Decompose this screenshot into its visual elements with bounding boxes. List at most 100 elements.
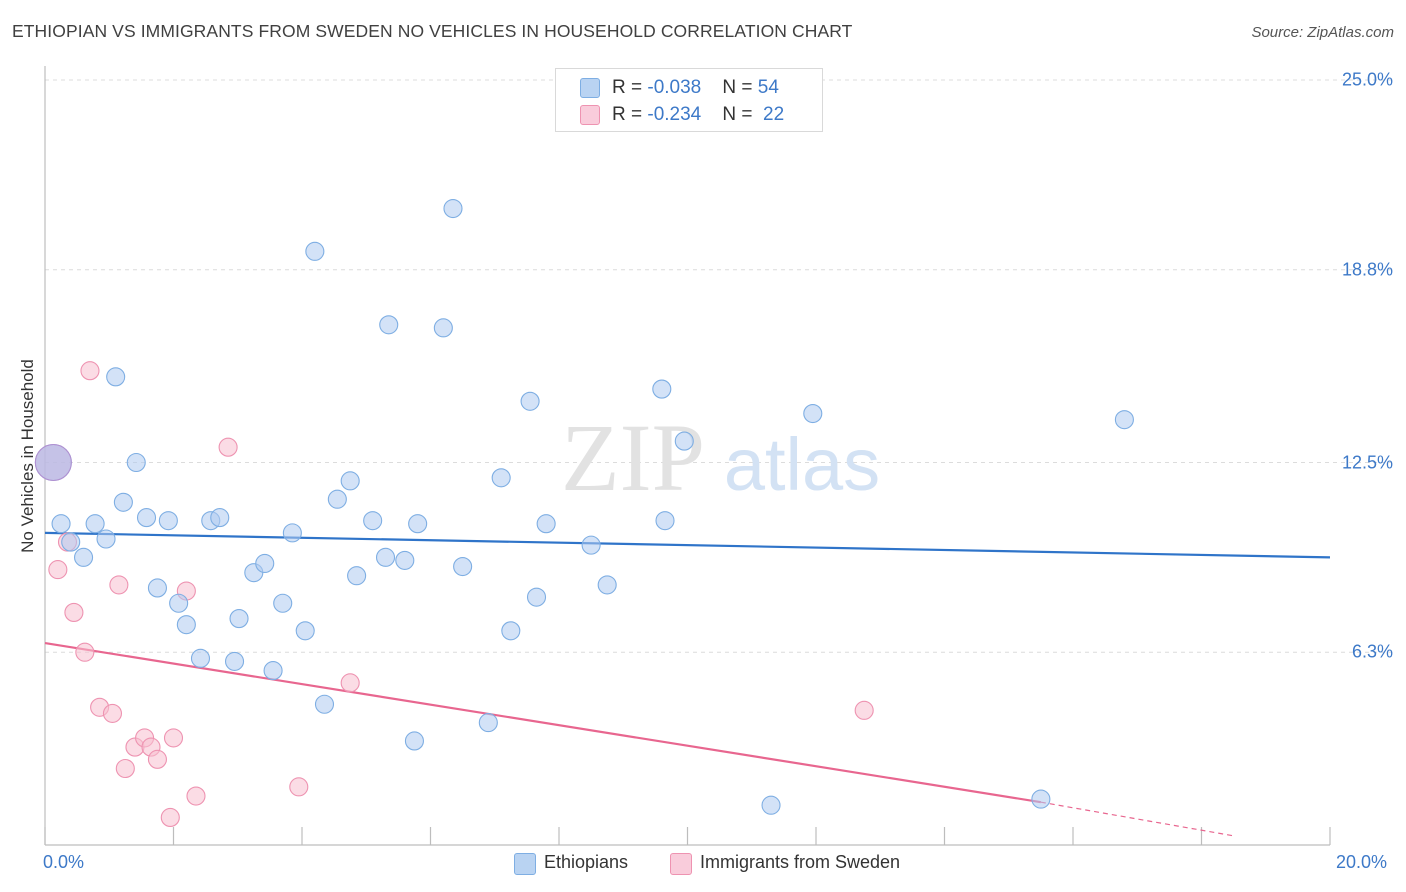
point-sweden bbox=[75, 642, 95, 662]
point-ethiopians bbox=[379, 315, 399, 335]
point-ethiopians bbox=[106, 367, 126, 387]
bottom-legend-label: Immigrants from Sweden bbox=[700, 852, 901, 872]
legend-r-value: -0.234 bbox=[647, 104, 702, 125]
x-tick-max: 20.0% bbox=[1336, 852, 1388, 872]
watermark: ZIP atlas bbox=[561, 404, 880, 511]
legend-n-label: N = bbox=[722, 77, 758, 98]
point-ethiopians bbox=[652, 379, 672, 399]
legend-swatch-blue bbox=[580, 78, 600, 98]
watermark-zip: ZIP bbox=[561, 404, 705, 511]
point-ethiopians bbox=[395, 550, 415, 570]
point-ethiopians bbox=[478, 713, 498, 733]
point-ethiopians bbox=[520, 391, 540, 411]
point-ethiopians bbox=[176, 615, 196, 635]
grid-lines bbox=[45, 79, 1392, 653]
legend-r-label: R = bbox=[612, 77, 648, 98]
point-ethiopians bbox=[581, 535, 601, 555]
point-ethiopians bbox=[51, 514, 71, 534]
point-ethiopians bbox=[674, 431, 694, 451]
point-sweden bbox=[160, 807, 180, 828]
point-ethiopians bbox=[453, 556, 473, 577]
point-ethiopians bbox=[803, 403, 823, 424]
watermark-atlas: atlas bbox=[724, 423, 880, 506]
point-ethiopians bbox=[136, 508, 157, 528]
point-sweden bbox=[109, 575, 129, 595]
chart-title: ETHIOPIAN VS IMMIGRANTS FROM SWEDEN NO V… bbox=[12, 21, 853, 41]
point-ethiopians bbox=[655, 511, 675, 531]
point-overlap bbox=[34, 444, 72, 481]
point-ethiopians bbox=[113, 492, 133, 512]
point-ethiopians bbox=[1114, 410, 1134, 430]
bottom-legend-label: Ethiopians bbox=[544, 852, 629, 872]
point-ethiopians bbox=[433, 318, 453, 338]
point-sweden bbox=[186, 786, 206, 806]
trend-line-sweden bbox=[44, 641, 1042, 804]
point-ethiopians bbox=[404, 731, 424, 751]
point-ethiopians bbox=[263, 661, 283, 681]
point-sweden bbox=[163, 728, 184, 748]
point-ethiopians bbox=[295, 621, 315, 641]
point-sweden bbox=[854, 700, 874, 720]
point-ethiopians bbox=[597, 575, 617, 595]
bottom-legend-swatch-blue bbox=[514, 853, 536, 875]
point-ethiopians bbox=[1031, 789, 1051, 809]
point-sweden bbox=[147, 749, 167, 769]
point-sweden bbox=[48, 560, 68, 580]
point-ethiopians bbox=[347, 566, 367, 586]
point-ethiopians bbox=[363, 511, 383, 531]
point-sweden bbox=[80, 361, 100, 381]
point-ethiopians bbox=[501, 621, 521, 641]
point-sweden bbox=[340, 673, 360, 693]
legend-n-value: 54 bbox=[757, 77, 779, 98]
legend-n-label: N = bbox=[722, 104, 758, 125]
point-ethiopians bbox=[96, 529, 116, 549]
point-ethiopians bbox=[273, 593, 293, 613]
point-ethiopians bbox=[224, 651, 245, 671]
point-ethiopians bbox=[126, 452, 146, 473]
point-ethiopians bbox=[314, 694, 335, 714]
trend-line-ethiopians bbox=[44, 531, 1331, 559]
legend-n-value: 22 bbox=[763, 104, 785, 125]
point-ethiopians bbox=[61, 532, 81, 552]
trend-lines bbox=[44, 531, 1331, 837]
legend-r-label: R = bbox=[612, 104, 648, 125]
point-ethiopians bbox=[536, 514, 556, 534]
data-points bbox=[34, 198, 1134, 828]
legend-r-value: -0.038 bbox=[647, 77, 702, 98]
point-ethiopians bbox=[408, 514, 428, 534]
y-tick-label: 6.3% bbox=[1351, 641, 1393, 662]
point-ethiopians bbox=[85, 514, 105, 534]
point-ethiopians bbox=[210, 508, 230, 528]
point-ethiopians bbox=[147, 578, 167, 598]
y-tick-label: 12.5% bbox=[1341, 452, 1393, 472]
bottom-legend-swatch-pink bbox=[670, 853, 692, 875]
trend-line-sweden-extension bbox=[1040, 801, 1234, 837]
point-ethiopians bbox=[305, 241, 325, 261]
point-ethiopians bbox=[375, 547, 396, 567]
correlation-legend: R = -0.038 N = 54 R = -0.234 N = 22 bbox=[555, 68, 823, 132]
point-ethiopians bbox=[255, 553, 275, 574]
point-ethiopians bbox=[158, 511, 178, 531]
point-ethiopians bbox=[282, 523, 302, 543]
source-label: Source: ZipAtlas.com bbox=[1251, 24, 1394, 41]
point-ethiopians bbox=[74, 547, 94, 567]
point-ethiopians bbox=[443, 198, 463, 219]
legend-swatch-pink bbox=[580, 105, 600, 125]
point-ethiopians bbox=[169, 593, 189, 613]
point-sweden bbox=[289, 777, 309, 797]
point-sweden bbox=[218, 437, 238, 457]
point-ethiopians bbox=[327, 489, 347, 509]
point-ethiopians bbox=[526, 587, 547, 607]
point-ethiopians bbox=[190, 648, 211, 668]
point-sweden bbox=[115, 758, 135, 779]
y-tick-label: 18.8% bbox=[1341, 259, 1393, 280]
x-tick-min: 0.0% bbox=[43, 852, 85, 872]
point-sweden bbox=[64, 602, 84, 622]
point-ethiopians bbox=[340, 471, 360, 491]
point-ethiopians bbox=[761, 795, 781, 815]
point-ethiopians bbox=[229, 609, 249, 629]
y-tick-label: 25.0% bbox=[1341, 69, 1393, 90]
point-ethiopians bbox=[491, 468, 511, 488]
point-sweden bbox=[102, 703, 123, 723]
